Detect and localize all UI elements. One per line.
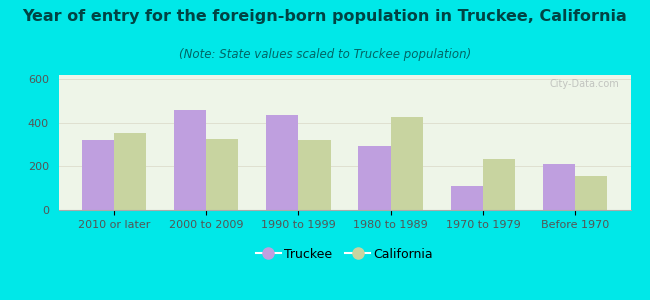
- Bar: [358, 146, 391, 210]
- Text: Year of entry for the foreign-born population in Truckee, California: Year of entry for the foreign-born popul…: [23, 9, 627, 24]
- Text: City-Data.com: City-Data.com: [549, 79, 619, 89]
- Bar: [114, 133, 146, 210]
- Legend: Truckee, California: Truckee, California: [251, 243, 438, 266]
- Bar: [575, 176, 608, 210]
- Bar: [450, 186, 483, 210]
- Bar: [391, 118, 423, 210]
- Bar: [266, 115, 298, 210]
- Bar: [483, 159, 515, 210]
- Bar: [206, 139, 239, 210]
- Bar: [81, 140, 114, 210]
- Text: (Note: State values scaled to Truckee population): (Note: State values scaled to Truckee po…: [179, 48, 471, 61]
- Bar: [174, 110, 206, 210]
- Bar: [543, 164, 575, 210]
- Bar: [298, 140, 331, 210]
